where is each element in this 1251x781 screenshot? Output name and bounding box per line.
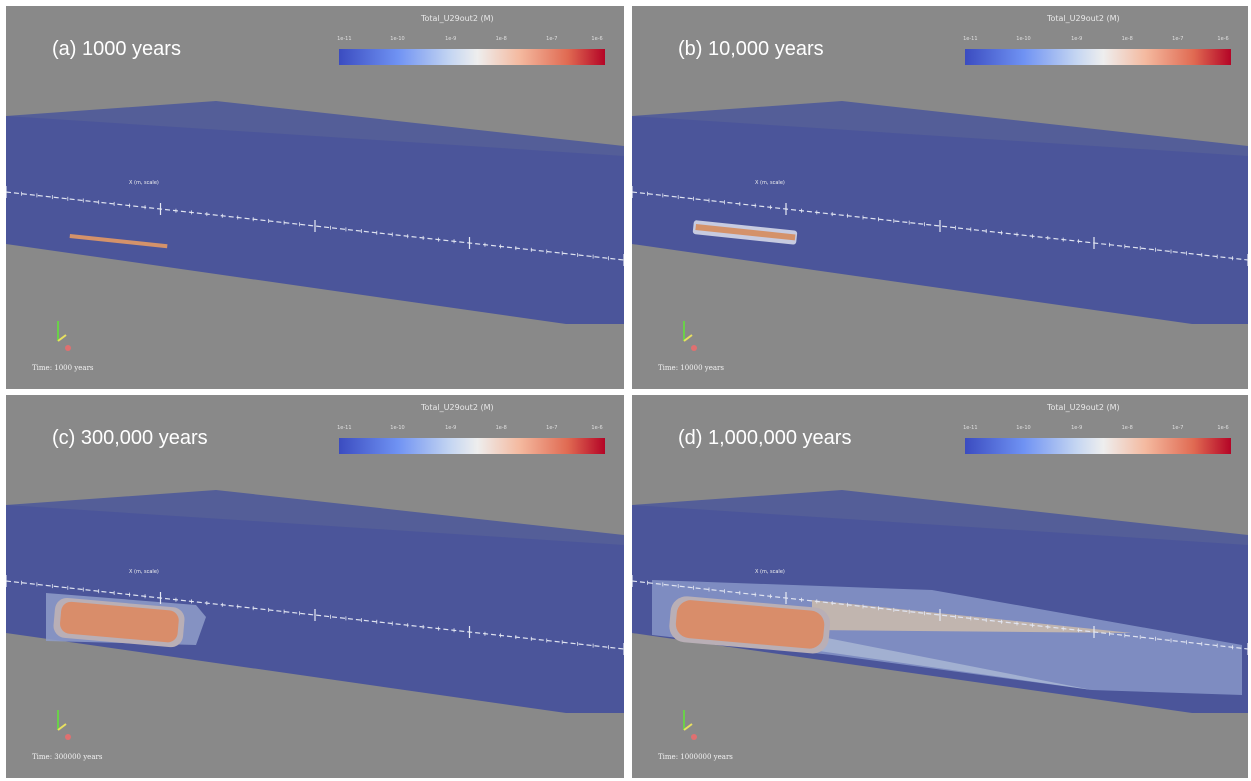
colorbar-tick: 1e-8 (1121, 36, 1133, 42)
axes-triad-icon[interactable] (44, 700, 84, 745)
colorbar-tick: 1e-11 (337, 36, 352, 42)
colorbar-ticks: 1e-11 1e-10 1e-9 1e-8 1e-7 1e-6 (337, 36, 605, 44)
axes-triad-icon[interactable] (670, 311, 710, 356)
colorbar-tick: 1e-9 (1071, 36, 1083, 42)
colorbar-tick: 1e-9 (445, 36, 457, 42)
axes-triad-icon[interactable] (670, 700, 710, 745)
colorbar-tick: 1e-6 (1217, 36, 1229, 42)
repository-source (695, 224, 796, 241)
colorbar-tick: 1e-11 (337, 425, 352, 431)
colorbar-tick: 1e-11 (963, 425, 978, 431)
panel-caption: (b) 10,000 years (678, 38, 824, 60)
ruler-label: X (m, scale) (755, 180, 785, 186)
panel-caption: (d) 1,000,000 years (678, 427, 852, 449)
colorbar-tick: 1e-8 (1121, 425, 1133, 431)
colorbar-tick: 1e-6 (591, 36, 603, 42)
colorbar-title: Total_U29out2 (M) (421, 14, 494, 23)
plume-core (60, 601, 179, 643)
ruler-ticks (6, 186, 624, 266)
plume-tail-upper (812, 600, 1132, 633)
colorbar-title: Total_U29out2 (M) (1047, 403, 1120, 412)
ruler-ticks (632, 186, 1248, 266)
colorbar-tick: 1e-7 (1172, 425, 1184, 431)
render-panel-d[interactable]: (d) 1,000,000 years Total_U29out2 (M) 1e… (632, 395, 1248, 778)
colorbar (339, 49, 605, 65)
scene-view (632, 101, 1248, 324)
colorbar (965, 438, 1231, 454)
time-label: Time: 300000 years (32, 753, 103, 761)
ruler-line (632, 580, 1248, 650)
time-label: Time: 1000 years (32, 364, 94, 372)
ruler-label: X (m, scale) (755, 569, 785, 575)
colorbar-tick: 1e-8 (495, 36, 507, 42)
colorbar-ticks: 1e-11 1e-10 1e-9 1e-8 1e-7 1e-6 (963, 36, 1231, 44)
colorbar-tick: 1e-7 (546, 36, 558, 42)
panel-caption: (c) 300,000 years (52, 427, 208, 449)
repository-source (69, 234, 168, 249)
colorbar-tick: 1e-10 (390, 425, 405, 431)
colorbar (339, 438, 605, 454)
colorbar-tick: 1e-9 (445, 425, 457, 431)
plume-core (675, 600, 825, 649)
scene-view (632, 490, 1248, 713)
ruler-line (632, 191, 1248, 261)
colorbar-tick: 1e-9 (1071, 425, 1083, 431)
plume-tail-lower (812, 635, 1092, 690)
colorbar-tick: 1e-6 (591, 425, 603, 431)
colorbar-tick: 1e-6 (1217, 425, 1229, 431)
render-panel-b[interactable]: (b) 10,000 years Total_U29out2 (M) 1e-11… (632, 6, 1248, 389)
colorbar-ticks: 1e-11 1e-10 1e-9 1e-8 1e-7 1e-6 (337, 425, 605, 433)
scene-view (6, 490, 624, 713)
colorbar-title: Total_U29out2 (M) (1047, 14, 1120, 23)
colorbar-tick: 1e-8 (495, 425, 507, 431)
ruler-ticks (6, 575, 624, 655)
axes-triad-icon[interactable] (44, 311, 84, 356)
colorbar-tick: 1e-7 (1172, 36, 1184, 42)
render-panel-a[interactable]: (a) 1000 years Total_U29out2 (M) 1e-11 1… (6, 6, 624, 389)
colorbar-tick: 1e-7 (546, 425, 558, 431)
panel-caption: (a) 1000 years (52, 38, 181, 60)
colorbar-tick: 1e-10 (1016, 36, 1031, 42)
colorbar (965, 49, 1231, 65)
time-label: Time: 1000000 years (658, 753, 733, 761)
colorbar-tick: 1e-11 (963, 36, 978, 42)
ruler-ticks (632, 575, 1248, 655)
ruler-label: X (m, scale) (129, 180, 159, 186)
colorbar-tick: 1e-10 (390, 36, 405, 42)
time-label: Time: 10000 years (658, 364, 724, 372)
ruler-label: X (m, scale) (129, 569, 159, 575)
render-panel-c[interactable]: (c) 300,000 years Total_U29out2 (M) 1e-1… (6, 395, 624, 778)
colorbar-ticks: 1e-11 1e-10 1e-9 1e-8 1e-7 1e-6 (963, 425, 1231, 433)
colorbar-tick: 1e-10 (1016, 425, 1031, 431)
scene-view (6, 101, 624, 324)
colorbar-title: Total_U29out2 (M) (421, 403, 494, 412)
